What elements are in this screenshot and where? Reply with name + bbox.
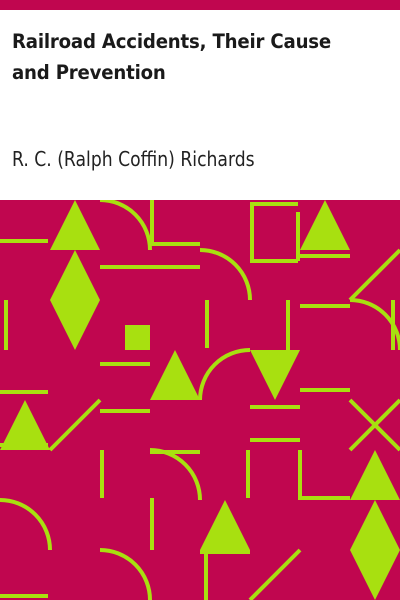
pattern-arc — [149, 448, 202, 501]
pattern-arc — [199, 248, 252, 301]
pattern-triangle — [250, 350, 300, 400]
pattern-arcs — [0, 200, 400, 600]
pattern-triangle — [150, 350, 200, 400]
pattern-triangle — [350, 450, 400, 500]
pattern-triangle — [0, 400, 50, 450]
pattern-triangle — [300, 200, 350, 250]
pattern-diagonal — [48, 398, 102, 452]
pattern-diagonal — [348, 398, 400, 452]
pattern-diagonal — [248, 548, 302, 600]
book-author: R. C. (Ralph Coffin) Richards — [12, 147, 255, 171]
pattern-bars — [0, 202, 350, 598]
pattern-arc — [0, 498, 52, 551]
top-accent-stripe — [0, 0, 400, 10]
pattern-arc — [198, 348, 251, 401]
pattern-arc — [99, 548, 152, 600]
pattern-diagonal — [348, 248, 400, 302]
book-title: Railroad Accidents, Their Cause and Prev… — [12, 30, 332, 84]
pattern-square — [125, 325, 150, 350]
pattern-diamond — [350, 500, 400, 600]
pattern-diamond — [50, 250, 100, 350]
pattern-diamonds — [50, 250, 400, 600]
pattern-diagonals — [48, 248, 400, 600]
pattern-arc — [99, 200, 152, 251]
cover-pattern — [0, 200, 400, 600]
pattern-triangle — [50, 200, 100, 250]
pattern-arc — [349, 298, 400, 351]
pattern-triangles — [0, 200, 400, 550]
pattern-triangle — [200, 500, 250, 550]
pattern-posts — [4, 200, 395, 600]
